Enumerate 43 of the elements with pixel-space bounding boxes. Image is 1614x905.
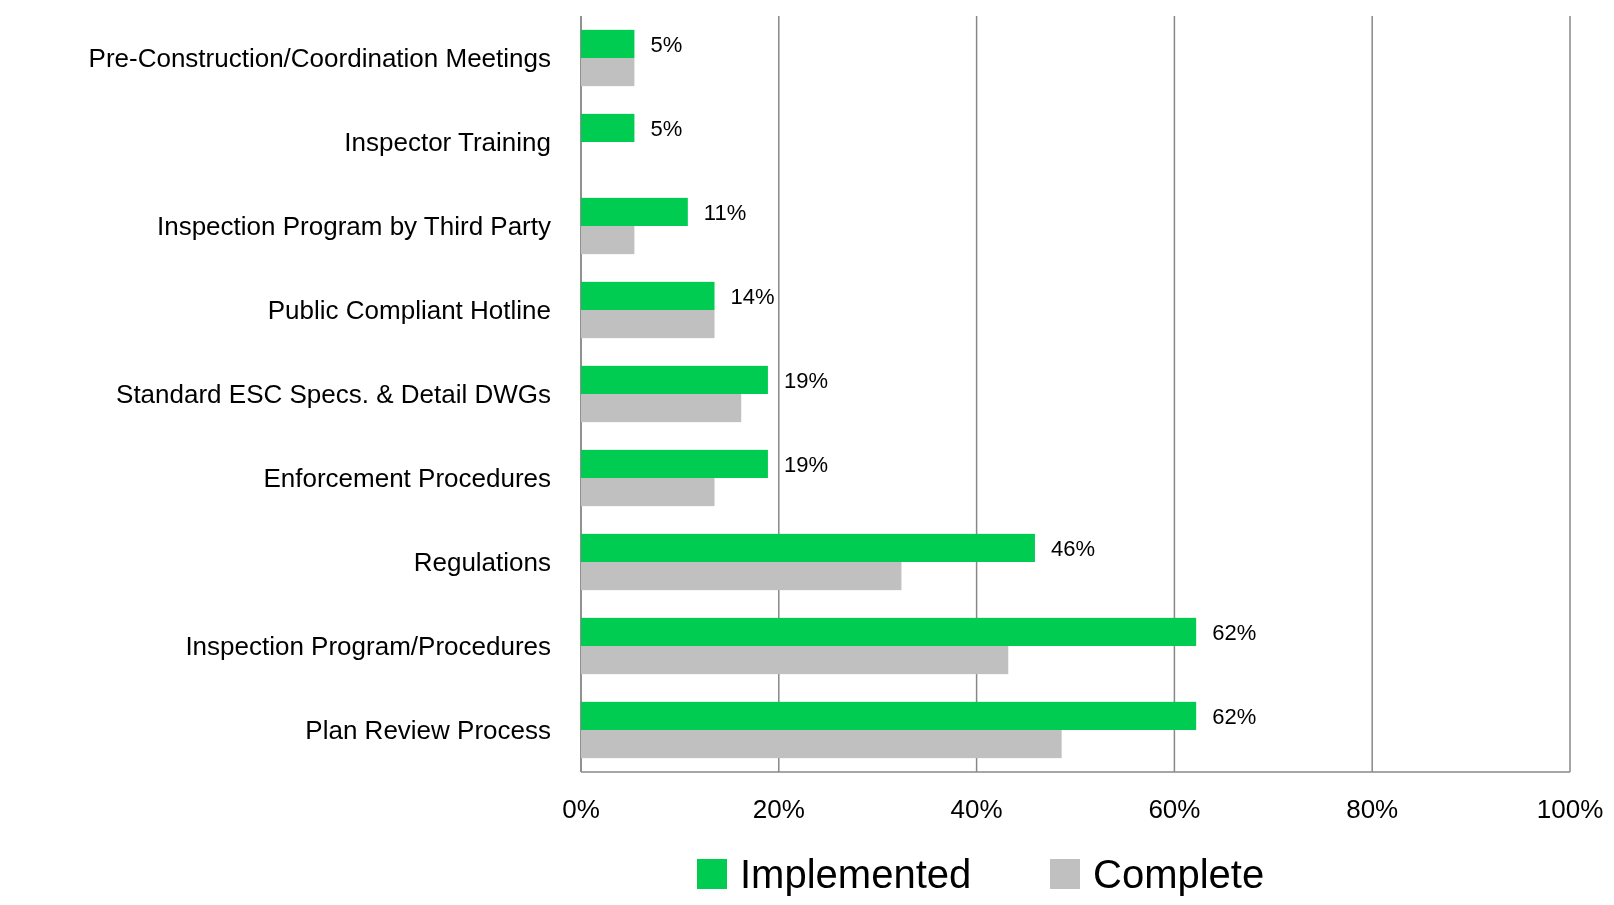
y-tick-label: Pre-Construction/Coordination Meetings [88,43,551,74]
y-tick-label: Inspection Program by Third Party [156,211,551,242]
data-label: 5% [650,31,683,57]
x-tick-label: 100% [1536,794,1604,824]
data-label: 11% [703,199,747,225]
x-tick-label: 20% [752,794,805,824]
data-label: 14% [730,283,775,309]
bar [581,394,742,423]
bar [581,730,1062,759]
legend-label: Complete [1093,852,1265,896]
bar [581,58,635,87]
data-label: 46% [1050,535,1095,561]
x-tick-label: 40% [950,794,1003,824]
bar [581,197,688,226]
bar [581,29,635,58]
bar [581,449,768,478]
x-tick-label: 0% [562,794,600,824]
bar [581,533,1035,562]
data-label: 5% [650,115,683,141]
bar [581,226,635,255]
y-tick-label: Plan Review Process [305,715,551,746]
legend-label: Implemented [740,852,972,896]
bar [581,701,1197,730]
bar [581,617,1197,646]
data-label: 62% [1212,619,1257,645]
bar [581,310,715,339]
bar [581,365,768,394]
bar [581,281,715,310]
y-tick-label: Enforcement Procedures [263,463,551,494]
bar [581,562,902,591]
y-tick-label: Standard ESC Specs. & Detail DWGs [116,379,551,410]
y-tick-label: Inspection Program/Procedures [185,631,551,662]
bar [581,646,1009,675]
data-label: 19% [783,451,828,477]
y-tick-label: Inspector Training [344,127,551,158]
x-tick-label: 80% [1346,794,1399,824]
data-label: 19% [783,367,828,393]
data-label: 62% [1212,703,1257,729]
bar [581,113,635,142]
x-tick-label: 60% [1148,794,1201,824]
y-tick-label: Public Compliant Hotline [267,295,551,326]
bar [581,478,715,507]
y-tick-label: Regulations [413,547,551,578]
